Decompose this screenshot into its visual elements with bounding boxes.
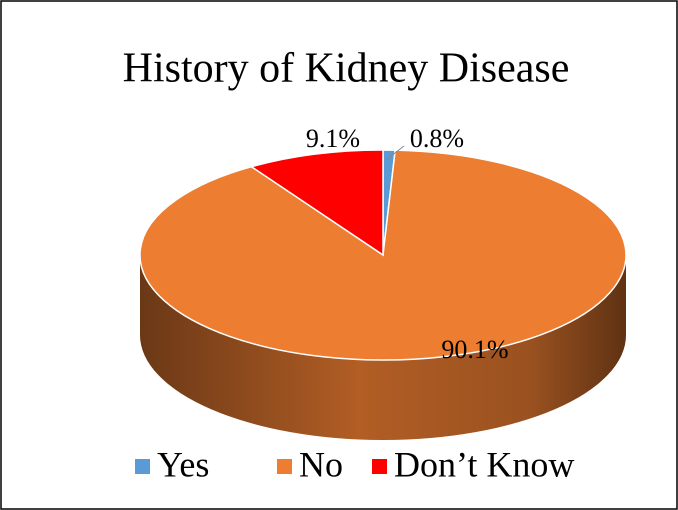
data-label: 0.8% [410,124,464,153]
legend-swatch [277,459,292,474]
legend-swatch [372,459,387,474]
pie-side-shade [140,255,626,440]
legend-label: No [299,444,343,484]
legend-label: Yes [157,444,209,484]
pie-slice [249,149,384,257]
legend-label: Don’t Know [394,444,574,484]
leader-line [385,145,405,161]
chart-title: History of Kidney Disease [123,46,570,92]
legend-swatch [135,459,150,474]
data-label: 90.1% [441,335,508,364]
data-label: 9.1% [306,124,360,153]
